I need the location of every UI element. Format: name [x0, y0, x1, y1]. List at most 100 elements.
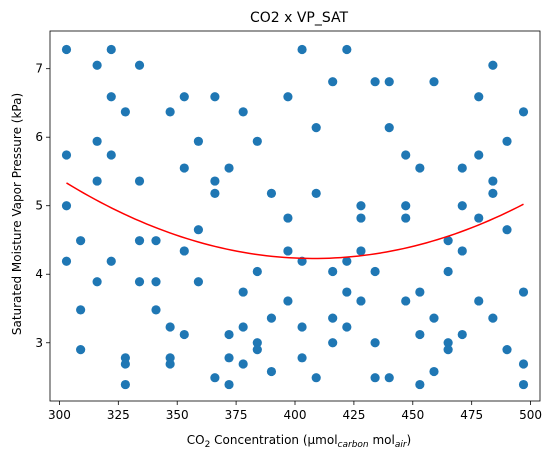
x-tick-label: 375	[225, 408, 248, 422]
data-point	[370, 77, 380, 87]
data-point	[488, 188, 498, 198]
data-point	[238, 322, 248, 332]
x-tick-label: 500	[519, 408, 542, 422]
data-point	[356, 246, 366, 256]
data-point	[342, 44, 352, 55]
plot-frame	[49, 30, 541, 402]
data-point	[165, 322, 175, 332]
data-point	[224, 163, 234, 173]
data-point	[328, 313, 338, 323]
data-point	[92, 176, 102, 186]
data-point	[311, 188, 321, 198]
data-point	[283, 92, 293, 102]
data-point	[165, 359, 175, 369]
data-point	[210, 188, 220, 198]
x-tick-label: 325	[107, 408, 130, 422]
data-point	[443, 338, 453, 348]
data-point	[488, 176, 498, 186]
data-point	[106, 92, 116, 102]
data-point	[415, 287, 425, 297]
data-point	[474, 296, 484, 306]
data-point	[106, 150, 116, 160]
data-point	[328, 77, 338, 87]
data-point	[193, 277, 204, 287]
data-point	[311, 123, 321, 133]
data-point	[502, 225, 512, 235]
data-point	[401, 296, 411, 306]
data-point	[266, 366, 277, 377]
data-point	[518, 107, 529, 117]
y-tick-label: 5	[35, 199, 43, 213]
data-point	[179, 329, 189, 340]
data-point	[252, 345, 262, 355]
data-point	[370, 373, 380, 383]
data-point	[120, 359, 130, 369]
data-point	[151, 277, 161, 287]
data-point	[488, 60, 498, 70]
x-axis-label-part: carbon	[338, 440, 369, 450]
data-point	[457, 201, 467, 211]
data-point	[429, 313, 439, 323]
data-point	[415, 163, 425, 173]
data-point	[518, 379, 529, 390]
data-point	[311, 373, 321, 383]
data-point	[120, 107, 130, 117]
data-point	[92, 277, 102, 287]
data-points	[61, 44, 529, 390]
y-tick-label: 3	[35, 336, 43, 350]
data-point	[61, 256, 72, 266]
data-point	[443, 266, 453, 277]
data-point	[283, 296, 293, 306]
data-point	[283, 213, 293, 223]
data-point	[120, 379, 130, 390]
x-tick-label: 400	[284, 408, 307, 422]
data-point	[151, 305, 161, 315]
data-point	[342, 256, 352, 266]
data-point	[179, 246, 189, 256]
x-axis-label-part: Concentration (µmol	[210, 433, 337, 447]
data-point	[179, 92, 189, 102]
data-point	[238, 287, 248, 297]
data-point	[328, 266, 338, 277]
data-point	[518, 359, 529, 369]
data-point	[134, 236, 145, 246]
data-point	[92, 60, 102, 70]
fit-curve	[66, 182, 524, 260]
data-point	[401, 150, 411, 160]
data-point	[328, 338, 338, 348]
data-point	[252, 266, 262, 277]
data-point	[193, 136, 204, 146]
y-tick-label: 6	[35, 130, 43, 144]
data-point	[179, 163, 189, 173]
data-point	[106, 256, 116, 266]
data-point	[443, 236, 453, 246]
data-point	[266, 313, 277, 323]
data-point	[210, 176, 220, 186]
data-point	[283, 246, 293, 256]
data-point	[297, 322, 307, 332]
data-point	[370, 338, 380, 348]
data-point	[429, 77, 439, 87]
data-point	[297, 44, 307, 55]
data-point	[488, 313, 498, 323]
data-point	[474, 213, 484, 223]
data-point	[252, 136, 262, 146]
data-point	[384, 123, 394, 133]
data-point	[134, 277, 145, 287]
x-tick-label: 475	[460, 408, 483, 422]
data-point	[76, 305, 86, 315]
x-axis-label-part: mol	[369, 433, 395, 447]
data-point	[224, 329, 234, 340]
data-point	[134, 176, 145, 186]
data-point	[474, 92, 484, 102]
data-point	[224, 353, 234, 363]
y-axis-ticks: 3 4 5 6 7	[35, 62, 50, 350]
data-point	[297, 353, 307, 363]
data-point	[224, 379, 234, 390]
x-tick-label: 450	[401, 408, 424, 422]
x-tick-label: 350	[166, 408, 189, 422]
data-point	[356, 201, 366, 211]
data-point	[266, 188, 277, 198]
data-point	[76, 345, 86, 355]
